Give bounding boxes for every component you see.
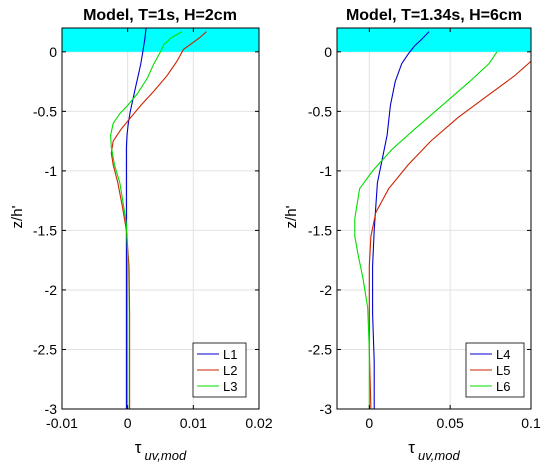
- left-xlabel-subscript: uv,mod: [145, 448, 187, 463]
- right-legend-label-l5: L5: [496, 363, 510, 378]
- left-series-group: [110, 28, 207, 409]
- left-legend-label-l1: L1: [223, 347, 237, 362]
- left-ytick-label: -0.5: [33, 103, 57, 119]
- right-ylabel: z/h': [283, 205, 300, 228]
- right-series-line-l6: [354, 51, 498, 409]
- left-series-line-l1: [125, 28, 147, 409]
- left-xtick-label: 0.02: [245, 415, 272, 431]
- right-xlabel: τ uv,mod: [408, 438, 460, 463]
- right-series-line-l5: [368, 60, 531, 409]
- left-legend-label-l3: L3: [223, 379, 237, 394]
- right-series-group: [354, 31, 531, 409]
- right-ytick-label: -3: [320, 401, 333, 417]
- right-xlabel-subscript: uv,mod: [418, 448, 460, 463]
- right-legend-label-l6: L6: [496, 379, 510, 394]
- left-surface-band: [62, 28, 259, 52]
- right-series-line-l4: [372, 31, 430, 409]
- left-xlabel: τ uv,mod: [135, 438, 187, 463]
- right-ytick-label: 0: [324, 44, 332, 60]
- left-xlabel-symbol: τ: [135, 438, 142, 457]
- right-legend-label-l4: L4: [496, 347, 510, 362]
- right-ytick-label: -1: [320, 163, 333, 179]
- right-chart-title: Model, T=1.34s, H=6cm: [346, 7, 522, 24]
- right-xlabel-symbol: τ: [408, 438, 415, 457]
- left-xtick-label: 0.01: [180, 415, 207, 431]
- right-ytick-label: -2.5: [308, 341, 332, 357]
- left-ytick-label: -2: [45, 282, 58, 298]
- left-ytick-label: 0: [49, 44, 57, 60]
- left-series-line-l3: [110, 31, 183, 409]
- left-ytick-label: -1: [45, 163, 58, 179]
- right-xtick-label: 0.05: [437, 415, 464, 431]
- right-axes-frame: [336, 27, 532, 410]
- right-surface-band: [337, 28, 531, 52]
- left-ytick-label: -3: [45, 401, 58, 417]
- left-chart-title: Model, T=1s, H=2cm: [83, 7, 237, 24]
- left-ytick-label: -1.5: [33, 222, 57, 238]
- right-chart-panel: Model, T=1.34s, H=6cm 0 0.05 0.1 0 -0.5 -1 -1.…: [308, 7, 541, 463]
- right-ytick-label: -2: [320, 282, 333, 298]
- right-xtick-label: 0.1: [521, 415, 541, 431]
- left-legend-label-l2: L2: [223, 363, 237, 378]
- left-xtick-label: -0.01: [46, 415, 78, 431]
- right-xtick-label: 0: [365, 415, 373, 431]
- left-axes-frame: [61, 27, 260, 410]
- left-xtick-label: 0: [124, 415, 132, 431]
- right-ytick-label: -1.5: [308, 222, 332, 238]
- left-ylabel: z/h': [9, 205, 26, 228]
- left-chart-panel: Model, T=1s, H=2cm -0.01 0 0.01 0.02 0 -0.5 -1…: [33, 7, 273, 463]
- right-ytick-label: -0.5: [308, 103, 332, 119]
- left-series-line-l2: [110, 31, 207, 409]
- left-ytick-label: -2.5: [33, 341, 57, 357]
